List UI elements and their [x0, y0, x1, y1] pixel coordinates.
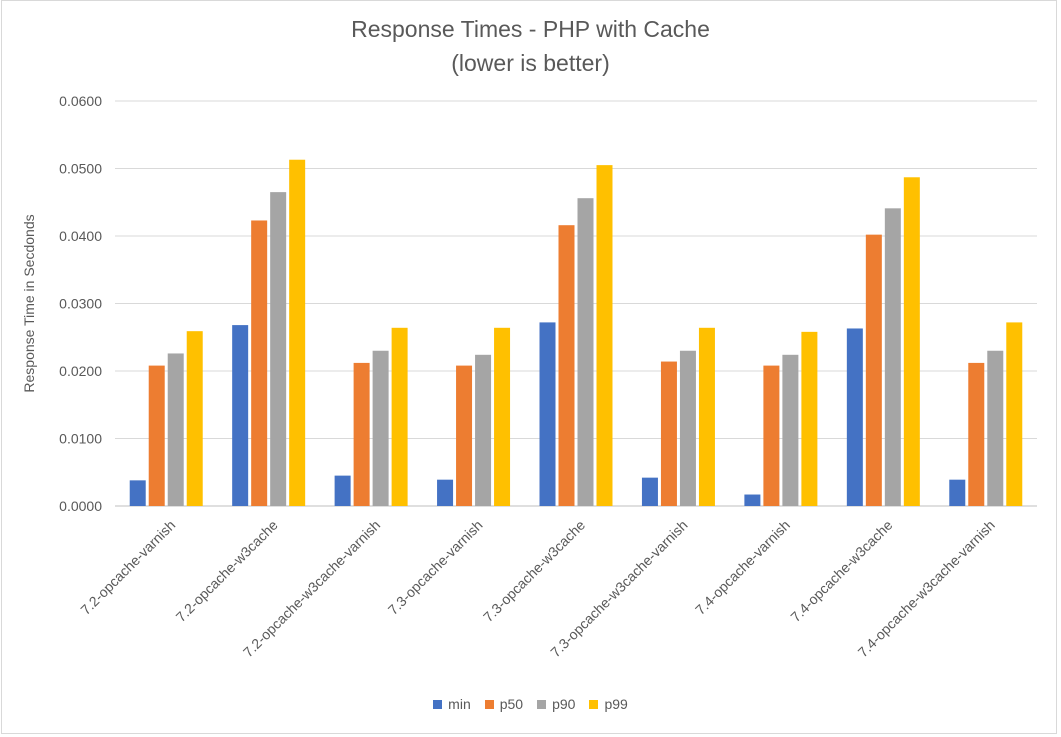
y-tick-label: 0.0000 [59, 498, 102, 514]
bar-p99-1 [186, 331, 203, 506]
bar-min-8 [846, 328, 863, 506]
bar-p99-5 [596, 165, 613, 506]
x-tick-label: 7.3-opcache-varnish [385, 517, 486, 618]
legend-label: p50 [499, 696, 524, 712]
y-axis-label: Response Time in Secdonds [21, 214, 37, 392]
legend: min p50 p90 p99 [0, 696, 1061, 712]
bar-p90-7 [782, 354, 799, 506]
bar-min-5 [539, 322, 556, 506]
bar-p50-9 [968, 362, 985, 506]
bar-p50-7 [763, 365, 780, 506]
y-tick-label: 0.0600 [59, 93, 102, 109]
bar-p50-8 [865, 234, 882, 506]
x-tick-label: 7.3-opcache-w3cache [480, 517, 588, 625]
bar-p90-3 [372, 350, 389, 506]
bar-p50-1 [148, 365, 165, 506]
legend-label: p90 [552, 696, 576, 712]
bar-min-6 [641, 477, 658, 506]
bar-min-9 [949, 479, 966, 506]
x-tick-label: 7.4-opcache-varnish [692, 517, 793, 618]
bar-p99-9 [1006, 322, 1023, 506]
x-tick-label: 7.4-opcache-w3cache [787, 517, 895, 625]
y-tick-label: 0.0500 [59, 161, 102, 177]
bar-p99-8 [903, 177, 920, 506]
bar-p50-4 [456, 365, 473, 506]
bar-p99-7 [801, 331, 818, 506]
legend-label: min [448, 696, 471, 712]
x-tick-label: 7.2-opcache-w3cache [173, 517, 281, 625]
bar-min-1 [129, 480, 146, 506]
bar-p99-3 [391, 327, 408, 506]
bar-p90-2 [270, 192, 287, 506]
bar-p50-6 [660, 361, 677, 506]
x-tick-label: 7.2-opcache-varnish [77, 517, 178, 618]
bar-p99-4 [494, 327, 511, 506]
legend-swatch [589, 699, 599, 709]
bar-min-2 [232, 325, 249, 506]
bar-p50-5 [558, 225, 575, 506]
bar-p99-2 [289, 159, 306, 506]
legend-item-p50: p50 [484, 696, 524, 712]
y-tick-label: 0.0300 [59, 296, 102, 312]
bar-min-3 [334, 475, 351, 506]
bar-p99-6 [698, 327, 715, 506]
chart-subtitle: (lower is better) [451, 50, 610, 76]
bar-p90-6 [679, 350, 696, 506]
y-tick-label: 0.0400 [59, 228, 102, 244]
legend-item-p90: p90 [537, 696, 575, 712]
legend-item-min: min [433, 696, 471, 712]
bar-p90-5 [577, 198, 594, 506]
y-tick-label: 0.0100 [59, 431, 102, 447]
legend-swatch [433, 699, 443, 709]
bar-p90-8 [884, 208, 901, 506]
legend-item-p99: p99 [589, 696, 628, 712]
legend-swatch [537, 699, 547, 709]
bar-p50-3 [353, 362, 370, 506]
legend-swatch [484, 699, 494, 709]
legend-label: p99 [604, 696, 628, 712]
bar-min-7 [744, 494, 761, 506]
bar-p90-4 [475, 354, 492, 506]
chart-title: Response Times - PHP with Cache [351, 16, 710, 42]
bar-p50-2 [251, 220, 268, 506]
y-tick-label: 0.0200 [59, 363, 102, 379]
bar-min-4 [437, 479, 454, 506]
bar-p90-1 [167, 353, 184, 506]
bar-p90-9 [987, 350, 1004, 506]
